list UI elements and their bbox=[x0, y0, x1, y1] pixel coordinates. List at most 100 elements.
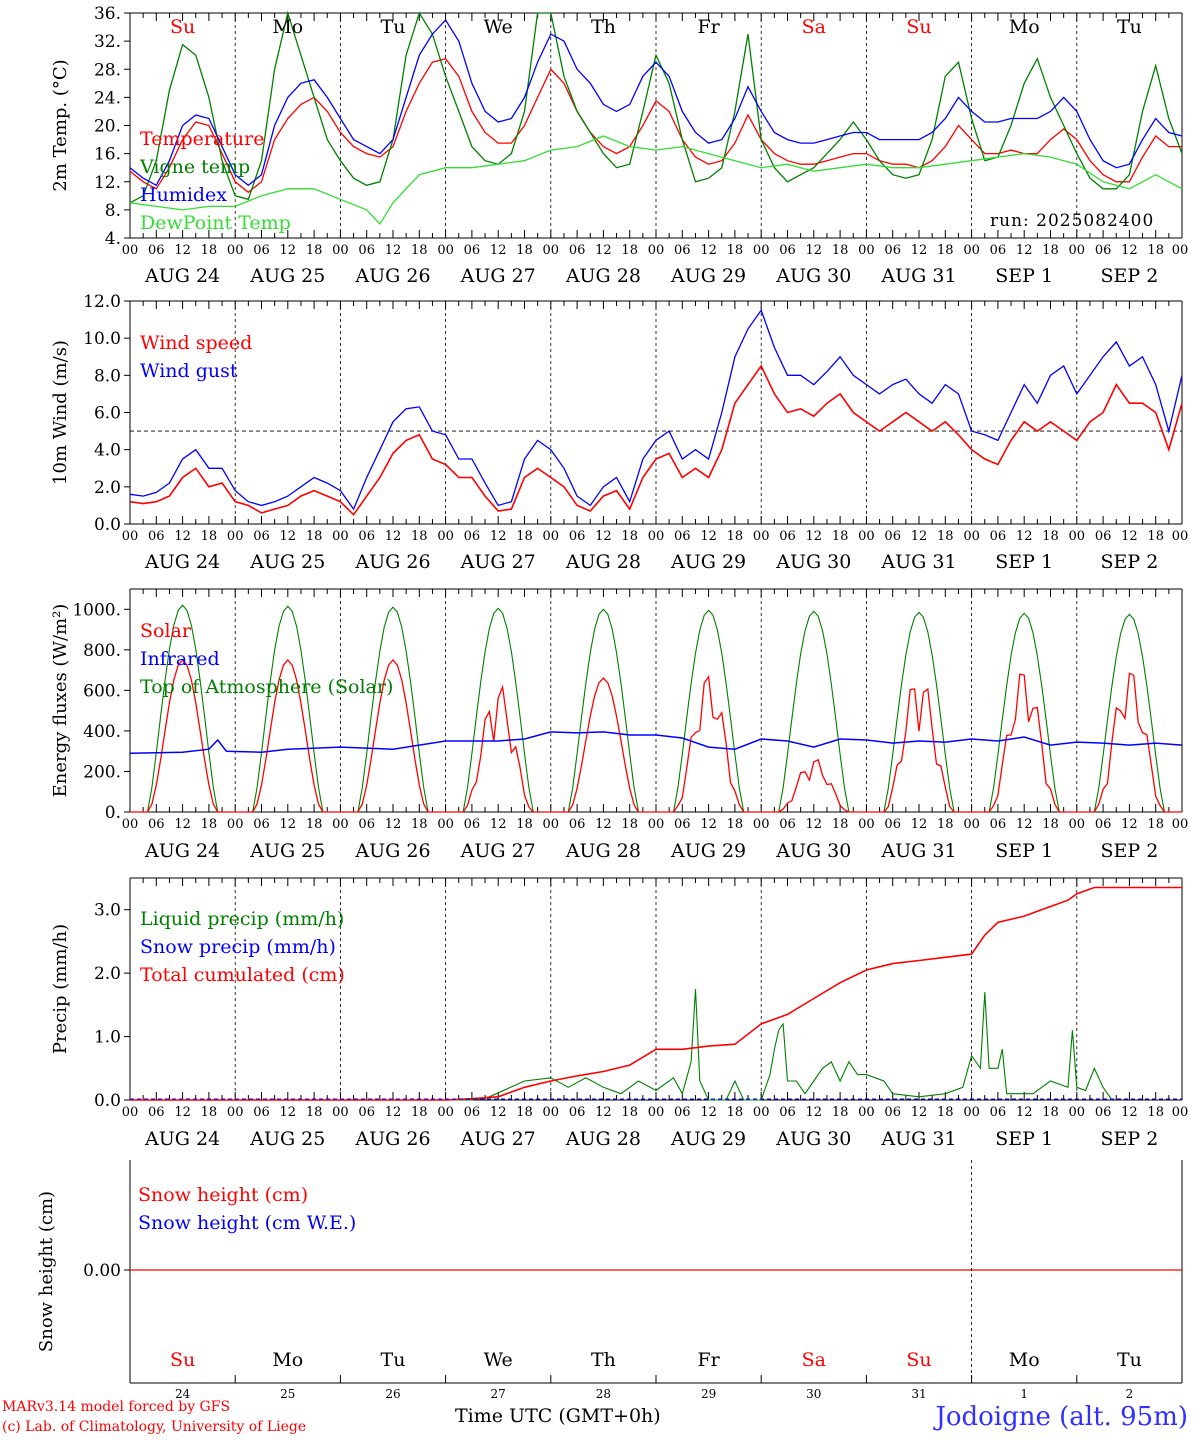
weekday-label: Mo bbox=[272, 1349, 303, 1371]
hour-tick-label: 18 bbox=[1042, 243, 1059, 258]
hour-tick-label: 00 bbox=[437, 817, 454, 832]
hour-tick-label: 18 bbox=[937, 1105, 954, 1120]
hour-tick-label: 00 bbox=[332, 817, 349, 832]
date-label: AUG 24 bbox=[144, 1128, 220, 1150]
legend-entry: Snow height (cm W.E.) bbox=[138, 1212, 356, 1234]
hour-tick-label: 12 bbox=[700, 1105, 717, 1120]
hour-tick-label: 00 bbox=[437, 243, 454, 258]
hour-tick-label: 06 bbox=[1095, 529, 1112, 544]
date-label: AUG 24 bbox=[144, 840, 220, 862]
weekday-label: Tu bbox=[1117, 1349, 1142, 1371]
hour-tick-label: 18 bbox=[201, 529, 218, 544]
y-tick-label: 12. bbox=[94, 173, 121, 193]
hour-tick-label: 00 bbox=[122, 817, 139, 832]
hour-tick-label: 18 bbox=[1147, 243, 1164, 258]
hour-tick-label: 06 bbox=[674, 817, 691, 832]
hour-tick-label: 18 bbox=[727, 243, 744, 258]
weekday-label: Fr bbox=[697, 16, 720, 38]
hour-tick-label: 18 bbox=[411, 529, 428, 544]
y-tick-label: 36. bbox=[94, 4, 121, 24]
y-tick-label: 1000. bbox=[72, 600, 121, 620]
hour-tick-label: 12 bbox=[174, 529, 191, 544]
station-title: Jodoigne (alt. 95m) bbox=[935, 1402, 1188, 1432]
hour-tick-label: 06 bbox=[674, 1105, 691, 1120]
hour-tick-label: 00 bbox=[963, 1105, 980, 1120]
hour-tick-label: 18 bbox=[937, 817, 954, 832]
hour-tick-label: 06 bbox=[253, 1105, 270, 1120]
legend-entry: Vigne temp bbox=[139, 156, 250, 178]
date-label: AUG 31 bbox=[880, 840, 956, 862]
hour-tick-label: 18 bbox=[306, 243, 323, 258]
date-label: AUG 29 bbox=[670, 265, 746, 287]
series-green bbox=[129, 10, 1183, 204]
hour-tick-label: 12 bbox=[1016, 529, 1033, 544]
hour-tick-label: 18 bbox=[411, 243, 428, 258]
hour-tick-label: 12 bbox=[280, 817, 297, 832]
lab-credit: (c) Lab. of Climatology, University of L… bbox=[2, 1419, 307, 1435]
hour-tick-label: 06 bbox=[569, 243, 586, 258]
y-tick-label: 3.0 bbox=[94, 901, 121, 921]
y-axis-title: 2m Temp. (°C) bbox=[50, 59, 71, 191]
hour-tick-label: 18 bbox=[1042, 1105, 1059, 1120]
date-label: AUG 26 bbox=[354, 1128, 430, 1150]
legend-entry: Wind gust bbox=[140, 360, 238, 382]
hour-tick-label: 18 bbox=[516, 817, 533, 832]
date-label: AUG 27 bbox=[460, 265, 536, 287]
hour-tick-label: 00 bbox=[227, 817, 244, 832]
hour-tick-label: 00 bbox=[753, 529, 770, 544]
hour-tick-label: 00 bbox=[858, 243, 875, 258]
hour-tick-label: 00 bbox=[332, 529, 349, 544]
y-tick-label: 8. bbox=[105, 201, 121, 221]
hour-tick-label: 18 bbox=[1147, 1105, 1164, 1120]
hour-tick-label: 12 bbox=[911, 243, 928, 258]
hour-tick-label: 12 bbox=[385, 817, 402, 832]
hour-tick-label: 00 bbox=[858, 1105, 875, 1120]
hour-tick-label: 00 bbox=[543, 1105, 560, 1120]
hour-tick-label: 12 bbox=[595, 817, 612, 832]
hour-tick-label: 00 bbox=[1069, 529, 1086, 544]
y-axis-title: Energy fluxes (W/m²) bbox=[50, 604, 71, 798]
weekday-label: Fr bbox=[697, 1349, 720, 1371]
hour-tick-label: 18 bbox=[621, 817, 638, 832]
date-label: AUG 31 bbox=[880, 265, 956, 287]
hour-tick-label: 06 bbox=[990, 529, 1007, 544]
hour-tick-label: 18 bbox=[411, 817, 428, 832]
hour-tick-label: 18 bbox=[516, 529, 533, 544]
day-number: 24 bbox=[175, 1387, 191, 1401]
hour-tick-label: 00 bbox=[543, 817, 560, 832]
y-tick-label: 0. bbox=[105, 803, 121, 823]
hour-tick-label: 12 bbox=[1121, 243, 1138, 258]
date-label: AUG 27 bbox=[460, 840, 536, 862]
date-label: AUG 25 bbox=[249, 551, 325, 573]
date-label: AUG 26 bbox=[354, 840, 430, 862]
y-tick-label: 600. bbox=[83, 681, 121, 701]
hour-tick-label: 12 bbox=[1016, 817, 1033, 832]
hour-tick-label: 00 bbox=[1172, 1105, 1189, 1120]
hour-tick-label: 12 bbox=[806, 1105, 823, 1120]
hour-tick-label: 12 bbox=[806, 529, 823, 544]
day-number: 27 bbox=[491, 1387, 506, 1401]
hour-tick-label: 00 bbox=[648, 529, 665, 544]
y-tick-label: 4. bbox=[105, 229, 121, 249]
hour-tick-label: 18 bbox=[306, 817, 323, 832]
hour-tick-label: 00 bbox=[648, 817, 665, 832]
date-label: AUG 27 bbox=[460, 1128, 536, 1150]
day-number: 2 bbox=[1126, 1387, 1134, 1401]
y-tick-label: 10.0 bbox=[83, 329, 121, 349]
y-tick-label: 200. bbox=[83, 762, 121, 782]
hour-tick-label: 18 bbox=[201, 243, 218, 258]
hour-tick-label: 12 bbox=[490, 1105, 507, 1120]
hour-tick-label: 00 bbox=[858, 817, 875, 832]
hour-tick-label: 06 bbox=[358, 1105, 375, 1120]
hour-tick-label: 06 bbox=[464, 243, 481, 258]
hour-tick-label: 12 bbox=[490, 529, 507, 544]
legend-entry: Temperature bbox=[140, 128, 264, 150]
hour-tick-label: 06 bbox=[884, 817, 901, 832]
hour-tick-label: 18 bbox=[937, 243, 954, 258]
hour-tick-label: 12 bbox=[280, 243, 297, 258]
hour-tick-label: 00 bbox=[1069, 243, 1086, 258]
series-wind-speed bbox=[129, 364, 1183, 516]
weekday-label: Mo bbox=[272, 16, 303, 38]
hour-tick-label: 12 bbox=[1016, 1105, 1033, 1120]
